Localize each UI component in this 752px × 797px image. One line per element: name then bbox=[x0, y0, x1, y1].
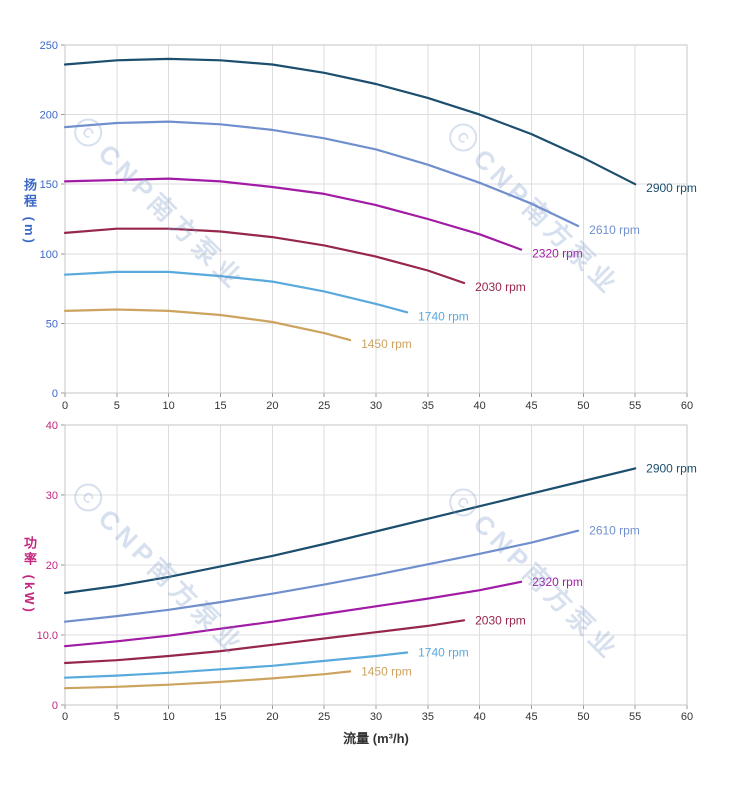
curve-2610-rpm bbox=[63, 120, 580, 228]
head-flow-chart: 0 50 100 150 200 250 0 5 10 15 20 25 30 35 40 45 50 55 60 2… bbox=[40, 40, 697, 412]
curve-label-2320-rpm: 2320 rpm bbox=[532, 247, 583, 261]
curve-2030-rpm bbox=[63, 227, 466, 285]
curve-label-2030-rpm: 2030 rpm bbox=[475, 613, 526, 627]
curve-2610-rpm bbox=[63, 529, 580, 623]
y-tick-label: 100 bbox=[40, 249, 58, 261]
x-tick-label: 5 bbox=[114, 400, 120, 412]
curve-2900-rpm bbox=[63, 57, 637, 186]
curve-label-2610-rpm: 2610 rpm bbox=[589, 524, 640, 538]
x-tick-label: 15 bbox=[214, 711, 226, 723]
curve-label-2610-rpm: 2610 rpm bbox=[589, 223, 640, 237]
x-tick-label: 60 bbox=[681, 711, 693, 723]
power-axis-title: 功率 (kW) bbox=[22, 536, 37, 615]
x-tick-label: 15 bbox=[214, 400, 226, 412]
y-tick-label: 50 bbox=[46, 318, 58, 330]
x-tick-label: 20 bbox=[266, 400, 278, 412]
x-tick-label: 30 bbox=[370, 400, 382, 412]
y-tick-label: 20 bbox=[46, 560, 58, 572]
curve-label-1740-rpm: 1740 rpm bbox=[418, 309, 469, 323]
curve-label-2320-rpm: 2320 rpm bbox=[532, 575, 583, 589]
y-tick-label: 40 bbox=[46, 420, 58, 432]
x-tick-label: 25 bbox=[318, 711, 330, 723]
y-tick-label: 250 bbox=[40, 40, 58, 52]
curve-label-2900-rpm: 2900 rpm bbox=[646, 461, 697, 475]
x-tick-label: 45 bbox=[525, 400, 537, 412]
curve-1450-rpm bbox=[63, 308, 352, 342]
curve-label-1740-rpm: 1740 rpm bbox=[418, 646, 469, 660]
curve-1740-rpm bbox=[63, 270, 409, 314]
curve-1740-rpm bbox=[63, 651, 409, 679]
x-tick-label: 10 bbox=[163, 711, 175, 723]
flow-axis-title: 流量 (m³/h) bbox=[343, 731, 409, 746]
y-tick-label: 10.0 bbox=[37, 630, 58, 642]
curve-2320-rpm bbox=[63, 580, 523, 648]
curve-2320-rpm bbox=[63, 177, 523, 251]
x-tick-label: 50 bbox=[577, 711, 589, 723]
power-flow-chart: 0 10.0 20 30 40 0 5 10 15 20 25 30 35 40 45 50 55 60 2900 … bbox=[37, 420, 697, 723]
x-tick-label: 60 bbox=[681, 400, 693, 412]
plot-border bbox=[64, 44, 688, 394]
curve-2030-rpm bbox=[63, 619, 466, 665]
curve-label-2030-rpm: 2030 rpm bbox=[475, 280, 526, 294]
x-tick-label: 40 bbox=[474, 711, 486, 723]
y-tick-label: 150 bbox=[40, 179, 58, 191]
x-tick-label: 25 bbox=[318, 400, 330, 412]
curve-2900-rpm bbox=[63, 467, 637, 595]
x-tick-label: 5 bbox=[114, 711, 120, 723]
x-tick-label: 55 bbox=[629, 711, 641, 723]
x-tick-label: 35 bbox=[422, 400, 434, 412]
curve-1450-rpm bbox=[63, 670, 352, 690]
y-tick-label: 30 bbox=[46, 490, 58, 502]
head-axis-title: 扬程 (m) bbox=[22, 178, 37, 246]
curve-label-1450-rpm: 1450 rpm bbox=[361, 337, 412, 351]
x-tick-label: 55 bbox=[629, 400, 641, 412]
x-tick-label: 50 bbox=[577, 400, 589, 412]
x-tick-label: 45 bbox=[525, 711, 537, 723]
x-tick-label: 30 bbox=[370, 711, 382, 723]
y-tick-label: 200 bbox=[40, 110, 58, 122]
curve-label-1450-rpm: 1450 rpm bbox=[361, 664, 412, 678]
curve-label-2900-rpm: 2900 rpm bbox=[646, 181, 697, 195]
x-tick-label: 20 bbox=[266, 711, 278, 723]
plot-border bbox=[64, 424, 688, 706]
y-tick-label: 0 bbox=[52, 700, 58, 712]
x-tick-label: 40 bbox=[474, 400, 486, 412]
x-tick-label: 0 bbox=[62, 400, 68, 412]
x-tick-label: 10 bbox=[163, 400, 175, 412]
y-tick-label: 0 bbox=[52, 388, 58, 400]
x-tick-label: 0 bbox=[62, 711, 68, 723]
x-tick-label: 35 bbox=[422, 711, 434, 723]
